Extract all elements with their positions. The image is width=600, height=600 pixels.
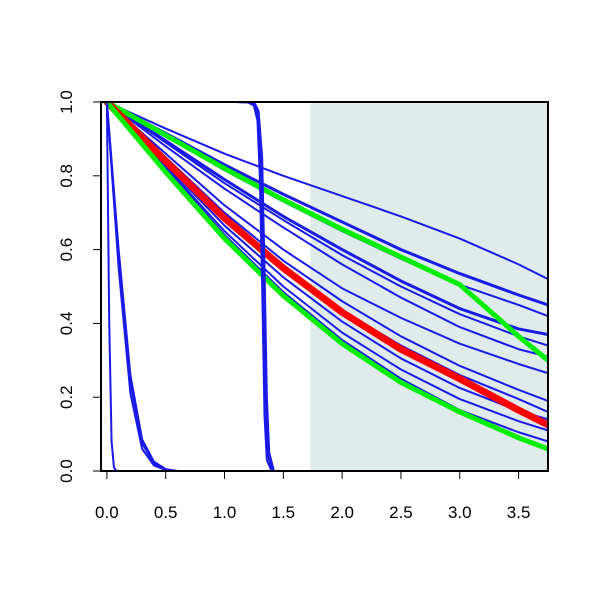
x-tick-label: 3.0 [448, 503, 472, 522]
y-tick-label: 0.0 [57, 459, 76, 483]
series-line-blue-19 [105, 102, 548, 471]
x-tick-label: 2.5 [389, 503, 413, 522]
series-line-blue-21 [105, 102, 548, 471]
x-tick-label: 0.0 [95, 503, 119, 522]
shaded-region [310, 102, 548, 471]
series-line-blue-18 [105, 102, 118, 471]
series-layer [103, 102, 548, 471]
series-line-blue-4 [105, 102, 548, 347]
y-tick-label: 0.6 [57, 238, 76, 262]
series-line-blue-17 [105, 102, 179, 471]
x-tick-label: 2.0 [330, 503, 354, 522]
y-tick-label: 1.0 [57, 90, 76, 114]
series-line-blue-6 [105, 102, 548, 375]
y-axis: 0.0 0.2 0.4 0.6 0.8 1.0 [57, 90, 102, 483]
series-line-blue-10 [105, 102, 548, 432]
series-line-green-14 [104, 102, 548, 452]
x-tick-label: 0.5 [154, 503, 178, 522]
series-line-red-13 [103, 102, 548, 429]
series-line-green-12 [104, 102, 548, 363]
x-tick-label: 1.5 [272, 503, 296, 522]
y-tick-label: 0.4 [57, 312, 76, 336]
series-line-blue-0 [105, 102, 548, 281]
x-axis: 0.0 0.5 1.0 1.5 2.0 2.5 3.0 3.5 [95, 470, 531, 522]
x-tick-label: 1.0 [213, 503, 237, 522]
y-tick-label: 0.2 [57, 385, 76, 409]
x-tick-label: 3.5 [507, 503, 531, 522]
series-line-blue-20 [105, 102, 548, 471]
y-tick-label: 0.8 [57, 164, 76, 188]
series-line-blue-5 [105, 102, 548, 358]
